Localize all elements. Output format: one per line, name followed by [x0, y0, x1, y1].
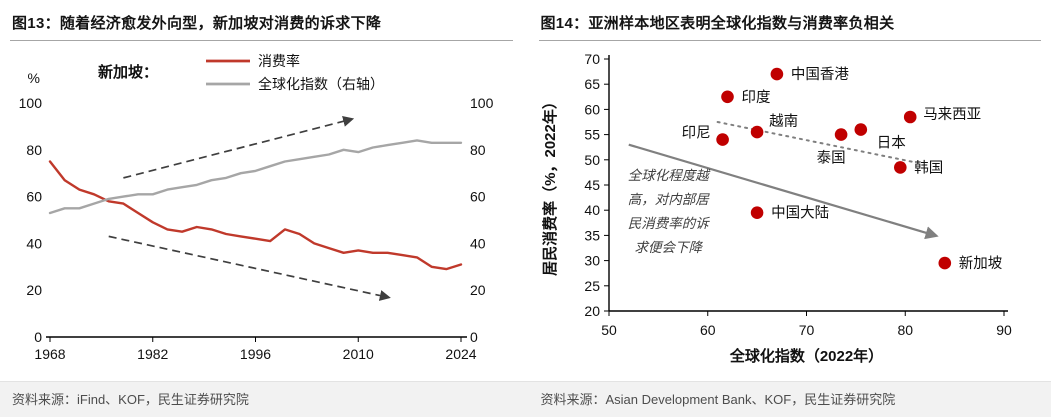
percent-unit-label: % [28, 70, 40, 86]
y-tick-label: 30 [584, 253, 600, 269]
x-tick-label: 2010 [343, 346, 374, 362]
y-tick-label-left: 60 [26, 189, 42, 205]
y-tick-label-right: 60 [470, 189, 486, 205]
dotted-trend-line [716, 121, 916, 164]
legend-label-globalization-index-line: 全球化指数（右轴） [258, 76, 384, 92]
y-tick-label: 45 [584, 177, 600, 193]
y-tick-label: 40 [584, 202, 600, 218]
x-tick-label: 90 [996, 322, 1012, 338]
charts-row: 图13：随着经济愈发外向型，新加坡对消费的诉求下降 1968 1982 1996 20… [10, 8, 1041, 381]
x-tick-label: 1982 [137, 346, 168, 362]
x-tick-label: 50 [601, 322, 617, 338]
figure-13-chart: 1968 1982 1996 2010 202402040608010002040608… [19, 53, 494, 362]
series-group-label: 新加坡： [98, 63, 158, 81]
point-label-mainland-china: 中国大陆 [771, 205, 829, 222]
point-label-thailand: 泰国 [816, 150, 845, 167]
scatter-point-japan [854, 123, 867, 136]
consumption-rate-line [48, 160, 463, 271]
y-tick-label-right: 80 [470, 142, 486, 158]
figure-14-title: 图14：亚洲样本地区表明全球化指数与消费率负相关 [538, 10, 1041, 41]
y-tick-label-left: 20 [26, 282, 42, 298]
y-tick-label-left: 100 [19, 95, 43, 111]
annotation-line: 民消费率的诉 [627, 216, 709, 231]
figure-14-panel: 图14：亚洲样本地区表明全球化指数与消费率负相关 20 25 30 35 40 45 50 5… [538, 8, 1041, 381]
scatter-point-hong-kong [770, 67, 783, 81]
x-axis-title: 全球化指数（2022年） [728, 347, 882, 365]
y-tick-label: 50 [584, 152, 600, 168]
point-label-vietnam: 越南 [769, 113, 798, 130]
globalization-index-line [48, 139, 463, 215]
sources-row: 资料来源：iFind、KOF，民生证券研究院 资料来源：Asian Develo… [0, 381, 1051, 417]
legend-label-consumption-rate-line: 消费率 [258, 53, 300, 69]
scatter-point-india [720, 90, 734, 104]
annotation-line: 高，对内部居 [627, 192, 709, 207]
scatter-point-south-korea [893, 161, 907, 174]
figure-13-title: 图13：随着经济愈发外向型，新加坡对消费的诉求下降 [10, 10, 513, 41]
point-label-india: 印度 [741, 89, 770, 106]
scatter-point-indonesia [715, 133, 729, 146]
figure-14-chart: 20 25 30 35 40 45 50 55 60 65 70 50 60 70 80 90 全球化程度越高，… [541, 51, 1012, 365]
figure-14-source: 资料来源：Asian Development Bank、KOF，民生证券研究院 [540, 392, 896, 407]
x-tick-label: 80 [897, 322, 913, 338]
y-axis-title: 居民消费率（%，2022年） [541, 94, 559, 276]
y-tick-label-right: 100 [470, 95, 494, 111]
annotation-line: 求便会下降 [634, 240, 703, 255]
x-tick-label: 2024 [445, 346, 476, 362]
point-label-japan: 日本 [876, 135, 905, 152]
scatter-point-malaysia [903, 110, 916, 124]
point-label-hong-kong: 中国香港 [790, 66, 848, 83]
scatter-point-singapore [938, 256, 951, 270]
trend-arrow-up [123, 115, 355, 179]
point-label-indonesia: 印尼 [681, 125, 710, 142]
y-tick-label: 60 [584, 101, 600, 117]
y-tick-label-right: 20 [470, 282, 486, 298]
y-tick-label: 35 [584, 227, 600, 243]
y-tick-label: 65 [584, 76, 600, 92]
figure-13-panel: 图13：随着经济愈发外向型，新加坡对消费的诉求下降 1968 1982 1996 20… [10, 8, 513, 381]
scatter-point-vietnam [750, 125, 763, 139]
y-tick-label-right: 40 [470, 235, 486, 251]
y-tick-label: 20 [584, 303, 600, 319]
figure-13-source: 资料来源：iFind、KOF，民生证券研究院 [12, 392, 249, 407]
annotation-line: 全球化程度越 [627, 168, 710, 183]
y-tick-label-left: 40 [26, 235, 42, 251]
x-tick-label: 1996 [240, 346, 271, 362]
y-tick-label-left: 80 [26, 142, 42, 158]
x-tick-label: 60 [699, 322, 715, 338]
y-tick-label: 25 [584, 278, 600, 294]
trend-arrow-down [108, 235, 391, 301]
point-label-south-korea: 韩国 [914, 159, 943, 176]
y-tick-label: 55 [584, 127, 600, 143]
y-tick-label-left: 0 [34, 329, 42, 345]
trend-arrow [627, 143, 939, 240]
y-tick-label: 70 [584, 51, 600, 67]
x-tick-label: 1968 [34, 346, 65, 362]
point-label-malaysia: 马来西亚 [923, 106, 981, 123]
scatter-point-thailand [834, 128, 847, 141]
scatter-point-mainland-china [750, 206, 763, 219]
point-label-singapore: 新加坡 [958, 255, 1002, 272]
y-tick-label-right: 0 [470, 329, 478, 345]
x-tick-label: 70 [798, 322, 814, 338]
